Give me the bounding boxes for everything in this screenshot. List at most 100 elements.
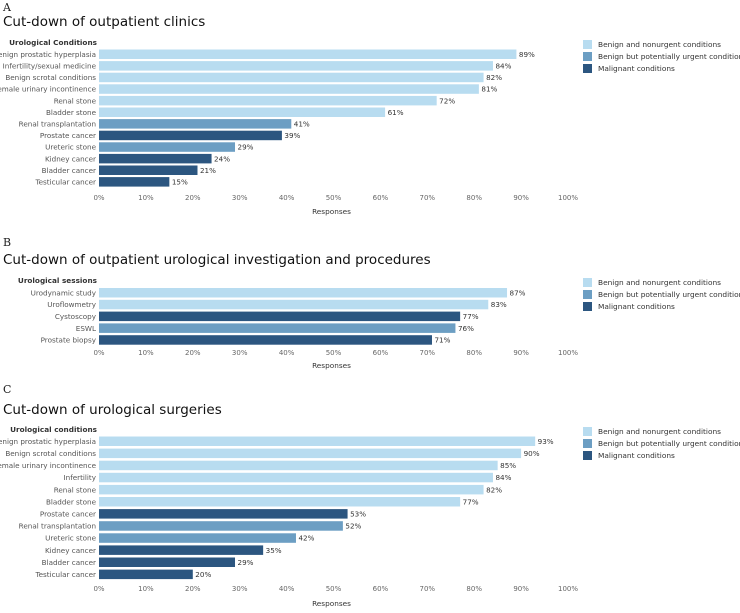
bar [99, 448, 522, 459]
legend-label: Benign and nonurgent conditions [598, 277, 722, 287]
legend-item-benign: Benign and nonurgent conditions [583, 38, 740, 50]
legend-item-malignant: Malignant conditions [583, 449, 740, 461]
x-tick-label: 80% [466, 194, 482, 202]
value-label: 82% [486, 73, 502, 82]
value-label: 84% [495, 61, 511, 70]
legend-label: Malignant conditions [598, 63, 675, 73]
category-label: Prostate biopsy [41, 336, 97, 345]
bar [99, 72, 484, 83]
legend-item-urgent: Benign but potentially urgent conditions [583, 50, 740, 62]
legend-swatch [583, 289, 592, 299]
panel-a-title: Cut-down of outpatient clinics [3, 14, 206, 30]
legend-label: Benign and nonurgent conditions [598, 39, 722, 49]
x-tick-label: 10% [138, 585, 154, 593]
category-label: Urodynamic study [31, 288, 97, 297]
x-tick-label: 0% [93, 194, 104, 202]
category-label: Bladder cancer [42, 166, 96, 175]
value-label: 20% [195, 570, 211, 579]
category-label: Kidney cancer [45, 546, 96, 555]
x-tick-label: 10% [138, 349, 154, 357]
category-label: Benign prostatic hyperplasia [0, 437, 96, 446]
legend-swatch [583, 301, 592, 311]
legend-a: Benign and nonurgent conditions Benign bu… [583, 38, 740, 74]
bar [99, 323, 456, 333]
legend-label: Benign but potentially urgent conditions [598, 438, 740, 448]
panel-b-title: Cut-down of outpatient urological invest… [3, 252, 431, 268]
x-tick-label: 60% [373, 194, 389, 202]
value-label: 53% [350, 509, 366, 518]
value-label: 35% [266, 546, 282, 555]
bar [99, 484, 484, 495]
legend-label: Malignant conditions [598, 450, 675, 460]
panel-c-letter: C [3, 383, 12, 396]
x-tick-label: 70% [420, 194, 436, 202]
category-label: Renal stone [54, 96, 97, 105]
x-tick-label: 50% [326, 585, 342, 593]
x-tick-label: 100% [558, 194, 578, 202]
category-label: Testicular cancer [34, 177, 96, 186]
panel-c-title: Cut-down of urological surgeries [3, 402, 222, 418]
legend-label: Benign but potentially urgent conditions [598, 289, 740, 299]
legend-swatch [583, 39, 592, 49]
x-tick-label: 70% [420, 349, 436, 357]
chart-a: Urological Conditions Benign prostatic hy… [0, 38, 578, 216]
category-header: Urological conditions [10, 425, 97, 434]
bar [99, 119, 292, 129]
x-tick-label: 60% [373, 585, 389, 593]
x-tick-label: 0% [93, 349, 104, 357]
legend-item-benign: Benign and nonurgent conditions [583, 276, 740, 288]
x-tick-label: 80% [466, 585, 482, 593]
value-label: 85% [500, 461, 516, 470]
category-label: Bladder stone [46, 497, 97, 506]
value-label: 93% [538, 437, 554, 446]
value-label: 39% [284, 131, 300, 140]
legend-item-urgent: Benign but potentially urgent conditions [583, 437, 740, 449]
value-label: 77% [463, 497, 479, 506]
value-label: 61% [388, 108, 404, 117]
x-tick-label: 20% [185, 194, 201, 202]
category-label: Renal stone [54, 485, 97, 494]
bar [99, 497, 461, 507]
chart-b: Urological sessions Urodynamic study 87% Ur… [18, 276, 578, 370]
bar [99, 165, 198, 175]
legend-c: Benign and nonurgent conditions Benign bu… [583, 425, 740, 461]
category-header: Urological Conditions [9, 38, 97, 47]
bar [99, 49, 517, 59]
category-label: Female urinary incontinence [0, 461, 97, 470]
x-tick-label: 40% [279, 349, 295, 357]
value-label: 72% [439, 96, 455, 105]
value-label: 77% [463, 312, 479, 321]
legend-item-urgent: Benign but potentially urgent conditions [583, 288, 740, 300]
value-label: 71% [434, 336, 450, 345]
value-label: 84% [495, 473, 511, 482]
bar [99, 107, 386, 117]
x-axis-label: Responses [312, 207, 351, 216]
legend-item-malignant: Malignant conditions [583, 300, 740, 312]
x-tick-label: 20% [185, 349, 201, 357]
category-label: Ureteric stone [45, 143, 96, 152]
x-tick-label: 30% [232, 194, 248, 202]
value-label: 83% [491, 300, 507, 309]
bar [99, 545, 264, 555]
legend-item-malignant: Malignant conditions [583, 62, 740, 74]
bar [99, 533, 296, 543]
category-label: Benign scrotal conditions [5, 73, 96, 82]
bar [99, 472, 493, 483]
x-tick-label: 10% [138, 194, 154, 202]
x-tick-label: 90% [513, 585, 529, 593]
x-tick-label: 30% [232, 585, 248, 593]
x-tick-label: 70% [420, 585, 436, 593]
legend-swatch [583, 51, 592, 61]
x-tick-label: 0% [93, 585, 104, 593]
value-label: 89% [519, 50, 535, 59]
bar [99, 153, 212, 164]
x-tick-label: 50% [326, 194, 342, 202]
x-tick-label: 40% [279, 585, 295, 593]
category-label: Infertility [64, 473, 97, 482]
legend-b: Benign and nonurgent conditions Benign bu… [583, 276, 740, 312]
bar [99, 130, 282, 141]
bar [99, 335, 432, 345]
value-label: 42% [298, 534, 314, 543]
category-label: Renal transplantation [19, 522, 96, 531]
value-label: 21% [200, 166, 216, 175]
